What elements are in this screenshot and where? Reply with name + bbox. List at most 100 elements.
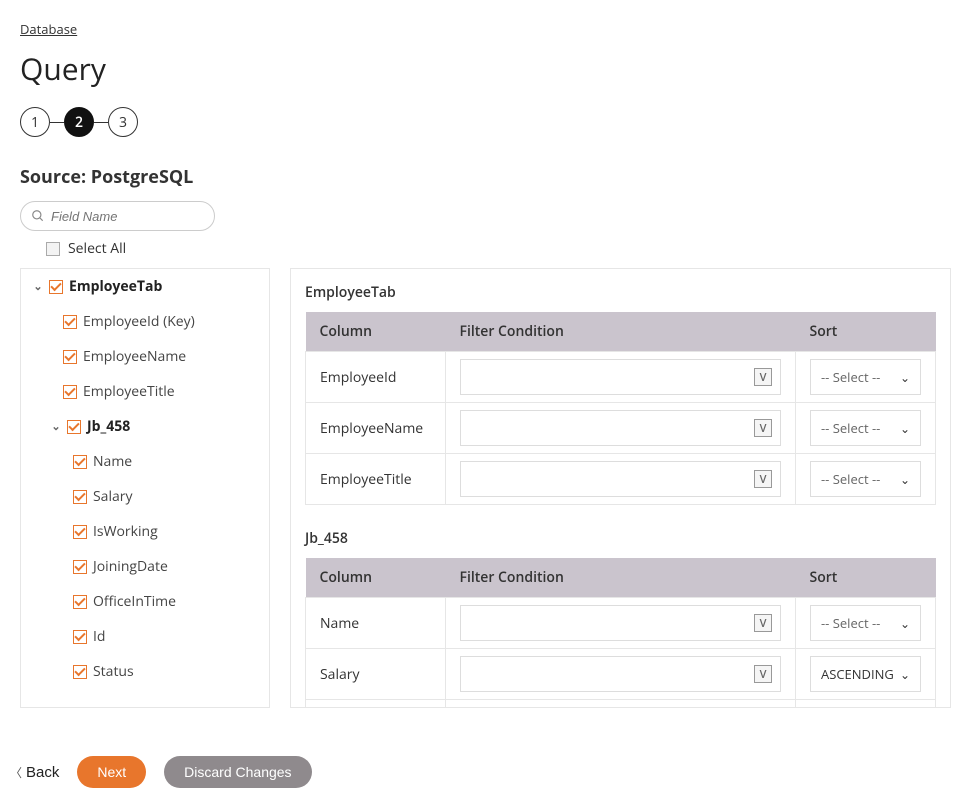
sort-value: -- Select -- (821, 368, 880, 386)
field-checkbox[interactable] (63, 350, 77, 364)
chevron-down-icon: ⌄ (900, 615, 910, 632)
table-row: EmployeeName V -- Select -- ⌄ (306, 403, 936, 454)
filter-condition-input[interactable]: V (460, 461, 781, 497)
variable-icon[interactable]: V (754, 665, 772, 683)
field-label: Name (93, 452, 132, 471)
column-name-cell (306, 700, 446, 709)
chevron-down-icon[interactable]: ⌄ (51, 419, 61, 434)
filter-condition-input[interactable]: V (460, 359, 781, 395)
tree-item[interactable]: Id (21, 619, 269, 654)
table-row: NameV-- Select --⌄ (306, 598, 936, 649)
chevron-down-icon[interactable]: ⌄ (33, 279, 43, 294)
step-sep (94, 122, 108, 123)
variable-icon[interactable]: V (754, 419, 772, 437)
search-icon (31, 209, 45, 223)
filter-condition-input[interactable]: V (460, 707, 781, 708)
variable-icon[interactable]: V (754, 614, 772, 632)
sort-select[interactable]: -- Select -- ⌄ (810, 605, 921, 641)
config-table: ColumnFilter ConditionSortEmployeeIdV-- … (305, 312, 936, 505)
table-title: Jb_458 (305, 529, 936, 548)
filter-condition-input[interactable]: V (460, 605, 781, 641)
step-1[interactable]: 1 (20, 107, 50, 137)
column-header: Column (306, 312, 446, 352)
field-checkbox[interactable] (73, 560, 87, 574)
step-2[interactable]: 2 (64, 107, 94, 137)
sort-select[interactable]: ASCENDING ⌄ (810, 656, 921, 692)
table-row: EmployeeTitleV-- Select --⌄ (306, 454, 936, 505)
next-button[interactable]: Next (77, 756, 146, 788)
source-title: Source: PostgreSQL (20, 165, 951, 189)
field-checkbox[interactable] (63, 315, 77, 329)
discard-button[interactable]: Discard Changes (164, 756, 311, 788)
field-label: EmployeeTitle (83, 382, 175, 401)
field-label: OfficeInTime (93, 592, 176, 611)
column-header: Filter Condition (446, 312, 796, 352)
step-sep (50, 122, 64, 123)
chevron-down-icon: ⌄ (900, 420, 910, 437)
sort-value: -- Select -- (821, 470, 880, 488)
step-3[interactable]: 3 (108, 107, 138, 137)
field-label: EmployeeId (Key) (83, 312, 195, 331)
filter-condition-input[interactable]: V (460, 656, 781, 692)
field-label: Status (93, 662, 134, 681)
table-title: EmployeeTab (305, 283, 936, 302)
tree-item[interactable]: Salary (21, 479, 269, 514)
column-name-cell: Salary (306, 649, 446, 700)
back-button[interactable]: 〈 Back (10, 764, 59, 781)
filter-condition-input[interactable]: V (460, 410, 781, 446)
field-tree[interactable]: ⌄ EmployeeTab EmployeeId (Key) EmployeeName… (20, 268, 270, 708)
sort-select[interactable]: -- Select --⌄ (810, 707, 921, 708)
back-label: Back (26, 764, 59, 781)
sort-select[interactable]: -- Select -- ⌄ (810, 359, 921, 395)
tree-item[interactable]: EmployeeName (21, 339, 269, 374)
sort-value: -- Select -- (821, 419, 880, 437)
field-checkbox[interactable] (73, 525, 87, 539)
select-all-checkbox[interactable] (46, 242, 60, 256)
tree-item[interactable]: IsWorking (21, 514, 269, 549)
chevron-down-icon: ⌄ (900, 666, 910, 683)
chevron-down-icon: ⌄ (900, 369, 910, 386)
field-checkbox[interactable] (73, 630, 87, 644)
variable-icon[interactable]: V (754, 470, 772, 488)
field-checkbox[interactable] (73, 490, 87, 504)
field-checkbox[interactable] (73, 455, 87, 469)
breadcrumb-database[interactable]: Database (20, 20, 77, 38)
column-header: Sort (796, 558, 936, 598)
tree-item[interactable]: ⌄ EmployeeTab (21, 269, 269, 304)
footer: 〈 Back Next Discard Changes (0, 728, 971, 798)
field-checkbox[interactable] (73, 595, 87, 609)
tree-item[interactable]: EmployeeId (Key) (21, 304, 269, 339)
chevron-down-icon: ⌄ (900, 471, 910, 488)
search-box[interactable] (20, 201, 215, 231)
sort-select[interactable]: -- Select -- ⌄ (810, 461, 921, 497)
field-checkbox[interactable] (63, 385, 77, 399)
field-label: IsWorking (93, 522, 158, 541)
sort-select[interactable]: -- Select -- ⌄ (810, 410, 921, 446)
tree-item[interactable]: Name (21, 444, 269, 479)
page-title: Query (20, 48, 951, 89)
stepper: 1 2 3 (20, 107, 951, 137)
tree-item[interactable]: ⌄ Jb_458 (21, 409, 269, 444)
table-row: Salary V ASCENDING ⌄ (306, 649, 936, 700)
tree-item[interactable]: OfficeInTime (21, 584, 269, 619)
field-label: Id (93, 627, 105, 646)
field-checkbox[interactable] (67, 420, 81, 434)
config-panel[interactable]: EmployeeTabColumnFilter ConditionSortEmp… (290, 268, 951, 708)
field-checkbox[interactable] (49, 280, 63, 294)
sort-value: ASCENDING (821, 665, 894, 683)
field-label: EmployeeName (83, 347, 186, 366)
tree-item[interactable]: JoiningDate (21, 549, 269, 584)
search-input[interactable] (51, 209, 204, 224)
field-label: Jb_458 (87, 417, 130, 436)
tree-item[interactable]: Status (21, 654, 269, 689)
variable-icon[interactable]: V (754, 368, 772, 386)
tree-item[interactable]: EmployeeTitle (21, 374, 269, 409)
column-name-cell: EmployeeName (306, 403, 446, 454)
column-header: Column (306, 558, 446, 598)
sort-value: -- Select -- (821, 614, 880, 632)
field-label: EmployeeTab (69, 277, 162, 296)
table-row: EmployeeId V -- Select -- ⌄ (306, 352, 936, 403)
column-name-cell: EmployeeId (306, 352, 446, 403)
column-header: Filter Condition (446, 558, 796, 598)
field-checkbox[interactable] (73, 665, 87, 679)
